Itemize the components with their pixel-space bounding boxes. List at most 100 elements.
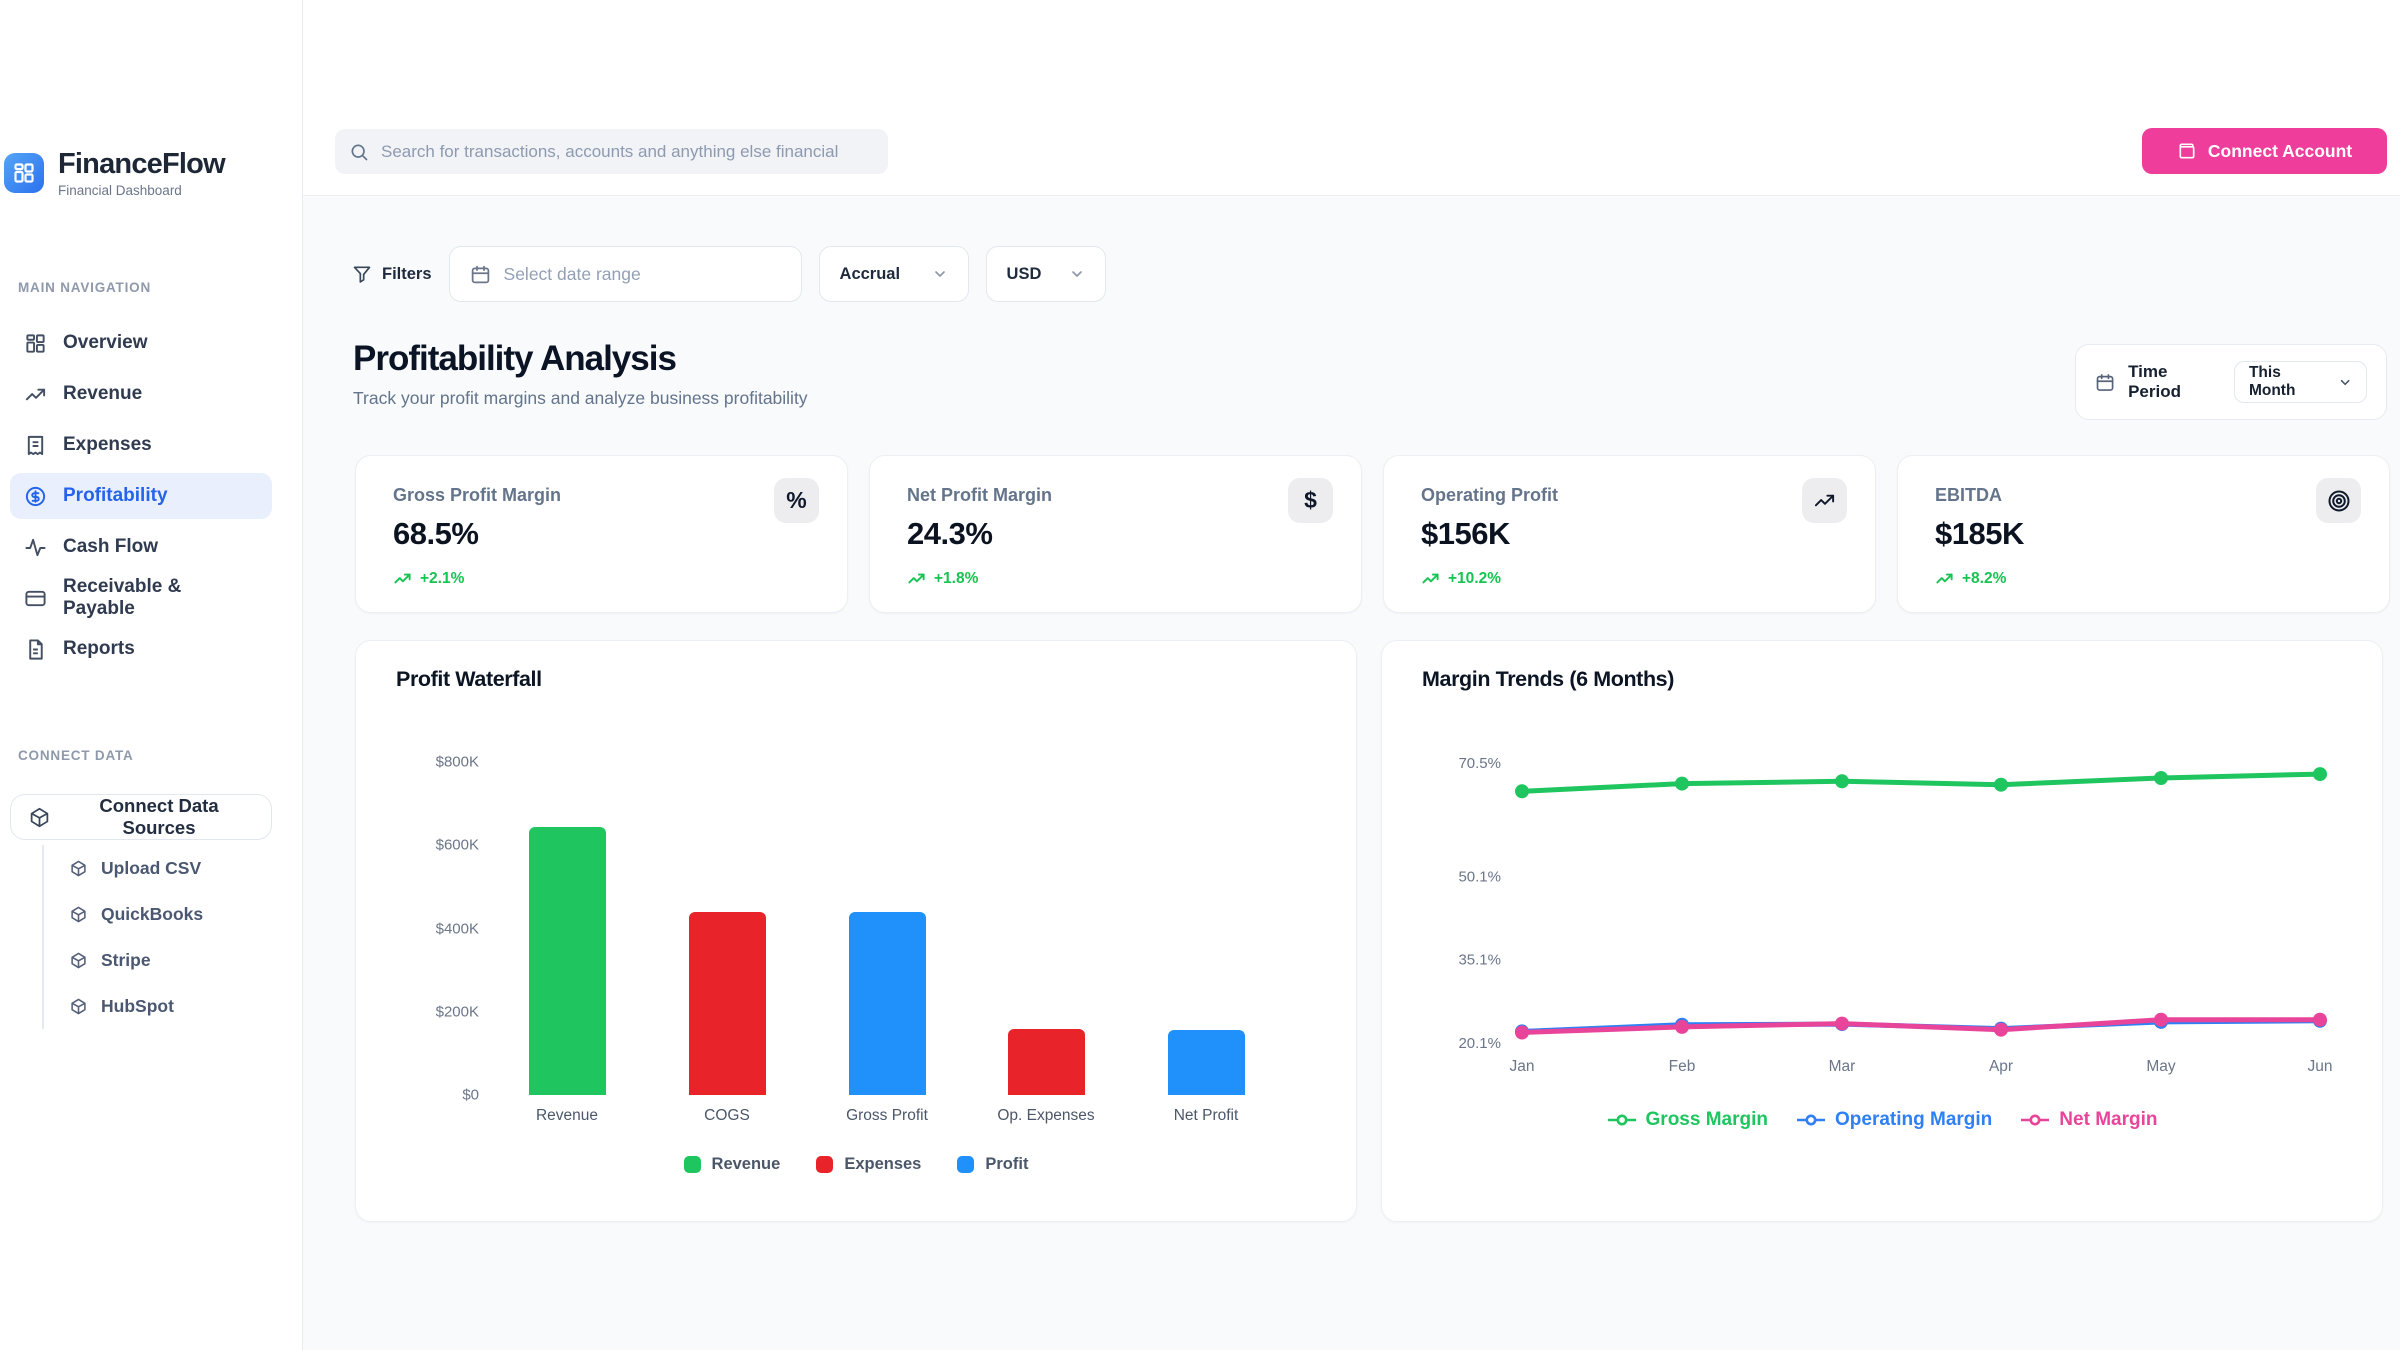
global-search[interactable] (335, 129, 888, 174)
sidebar-item-overview[interactable]: Overview (10, 320, 272, 366)
kpi-change-value: +2.1% (420, 569, 465, 587)
waterfall-x-label: COGS (704, 1107, 750, 1124)
legend-label: Gross Margin (1645, 1109, 1768, 1130)
margin-point-net-margin (1675, 1019, 1689, 1034)
main-content: Filters Accrual USD Profitability Analys… (303, 197, 2400, 1350)
waterfall-chart-title: Profit Waterfall (396, 667, 542, 691)
margin-trends-legend: Gross Margin Operating Margin Net Margin (1382, 1109, 2382, 1131)
legend-marker (1796, 1113, 1826, 1127)
connect-source-hubspot[interactable]: HubSpot (44, 983, 272, 1029)
waterfall-bar-net-profit (1167, 1030, 1245, 1095)
margin-x-label: Jun (2308, 1058, 2333, 1075)
sidebar-item-expenses[interactable]: Expenses (10, 422, 272, 468)
kpi-label: Gross Profit Margin (393, 485, 562, 505)
kpi-label: Operating Profit (1421, 485, 1559, 505)
connect-account-label: Connect Account (2207, 140, 2353, 161)
legend-label: Operating Margin (1835, 1109, 1993, 1130)
sidebar-item-revenue[interactable]: Revenue (10, 371, 272, 417)
waterfall-x-label: Net Profit (1173, 1107, 1239, 1124)
connect-data-sources-button[interactable]: Connect Data Sources (10, 794, 272, 840)
time-period-select[interactable]: This Month (2233, 361, 2367, 403)
chevron-down-icon (934, 271, 945, 278)
kpi-card-ebitda: EBITDA $185K +8.2% (1897, 455, 2390, 613)
waterfall-bar-op-expenses (1007, 1029, 1085, 1095)
accounting-basis-select[interactable]: Accrual (818, 246, 969, 302)
kpi-change: +8.2% (1935, 569, 2006, 588)
margin-x-label: Jan (1510, 1058, 1535, 1075)
funnel-icon (353, 266, 371, 283)
margin-point-net-margin (1515, 1025, 1529, 1040)
kpi-change: +1.8% (907, 569, 978, 588)
dollar-circle-icon (24, 485, 47, 508)
trending-up-icon (1421, 569, 1440, 588)
search-input[interactable] (381, 141, 874, 162)
waterfall-x-label: Op. Expenses (997, 1107, 1095, 1124)
margin-x-label: Apr (1989, 1058, 2013, 1075)
waterfall-y-tick: $800K (435, 753, 479, 771)
date-range-input[interactable] (503, 263, 781, 285)
main-navigation: Overview Revenue Expenses Profitability Cash… (10, 320, 272, 677)
kpi-value: $185K (1935, 516, 2024, 551)
margin-point-gross-margin (1515, 784, 1529, 799)
sidebar-item-label: Receivable & Payable (63, 576, 182, 619)
main-navigation-label: MAIN NAVIGATION (18, 280, 151, 295)
sidebar-item-receivable-payable[interactable]: Receivable & Payable (10, 575, 272, 621)
currency-select[interactable]: USD (985, 246, 1106, 302)
margin-point-gross-margin (1675, 776, 1689, 791)
waterfall-x-label: Revenue (535, 1107, 599, 1124)
cube-icon (70, 998, 87, 1015)
chevron-down-icon (1071, 271, 1082, 278)
margin-trends-card: Margin Trends (6 Months) 70.5% 50.1% 35.1%… (1381, 640, 2383, 1222)
sidebar-item-label: Profitability (63, 485, 168, 506)
connect-source-upload-csv[interactable]: Upload CSV (44, 845, 272, 891)
kpi-value: 68.5% (393, 516, 479, 551)
target-icon (2316, 478, 2361, 523)
receipt-icon (24, 434, 47, 457)
sidebar-item-cash-flow[interactable]: Cash Flow (10, 524, 272, 570)
section-head: Profitability Analysis Track your profit… (353, 339, 808, 409)
cube-icon (70, 860, 87, 877)
margin-line-net-margin (1519, 1017, 2323, 1035)
waterfall-y-tick: $200K (435, 1003, 479, 1021)
margin-point-net-margin (1835, 1016, 1849, 1031)
legend-item-gross-margin: Gross Margin (1607, 1109, 1768, 1131)
waterfall-bar-cogs (688, 911, 766, 1095)
kpi-change-value: +10.2% (1448, 569, 1502, 587)
connect-data-list: Upload CSV QuickBooks Stripe HubSpot (42, 845, 272, 1029)
sidebar-item-label: Reports (63, 638, 135, 659)
kpi-change-value: +8.2% (1962, 569, 2007, 587)
waterfall-y-tick: $400K (435, 920, 479, 937)
cube-icon (29, 807, 50, 828)
trending-up-icon (907, 569, 926, 588)
kpi-row: Gross Profit Margin 68.5% +2.1%% Net Profit… (355, 455, 2390, 613)
connect-data-label: CONNECT DATA (18, 748, 134, 763)
legend-item-profit: Profit (957, 1155, 1028, 1174)
percent-icon: % (774, 478, 819, 523)
sidebar-item-reports[interactable]: Reports (10, 626, 272, 672)
connect-source-quickbooks[interactable]: QuickBooks (44, 891, 272, 937)
dollar-icon: $ (1288, 478, 1333, 523)
sidebar-item-label: Overview (63, 332, 148, 353)
margin-x-label: May (2146, 1058, 2176, 1075)
legend-label: Profit (985, 1155, 1029, 1173)
connect-account-button[interactable]: Connect Account (2142, 128, 2387, 174)
sidebar-item-label: Revenue (63, 383, 143, 404)
wallet-icon (2179, 143, 2195, 159)
waterfall-bar-gross-profit (848, 911, 926, 1095)
brand: FinanceFlow Financial Dashboard (4, 148, 226, 198)
margin-y-tick: 70.5% (1458, 755, 1501, 772)
connect-source-stripe[interactable]: Stripe (44, 937, 272, 983)
waterfall-x-label: Gross Profit (846, 1107, 928, 1124)
sidebar-item-profitability[interactable]: Profitability (10, 473, 272, 519)
cube-icon (70, 952, 87, 969)
filters-button[interactable]: Filters (352, 264, 432, 284)
margin-point-gross-margin (2154, 771, 2168, 785)
trending-up-icon (1802, 478, 1847, 523)
brand-logo-icon (4, 153, 44, 193)
sidebar-item-label: Expenses (63, 434, 152, 455)
legend-item-operating-margin: Operating Margin (1796, 1109, 1992, 1131)
date-range-picker[interactable] (448, 246, 802, 302)
margin-x-label: Feb (1669, 1058, 1696, 1075)
kpi-label: Net Profit Margin (907, 485, 1053, 505)
legend-swatch (683, 1156, 701, 1173)
